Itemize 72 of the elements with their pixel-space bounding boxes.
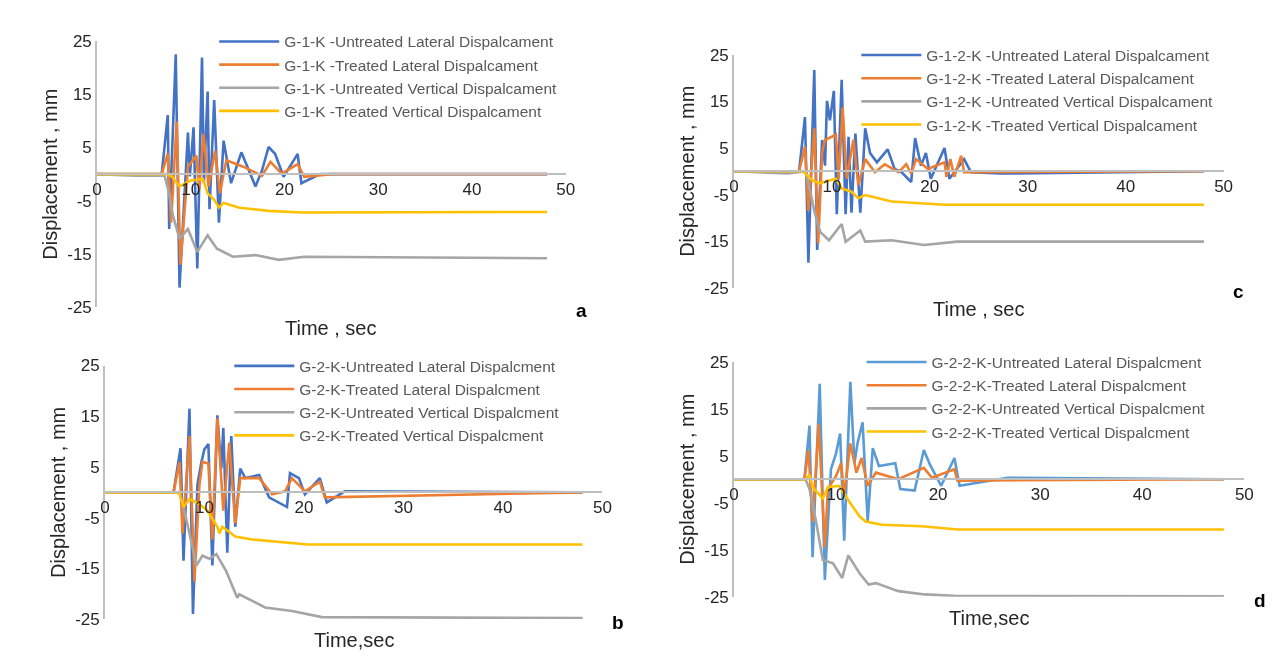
x-tick-label: 20 xyxy=(928,485,948,505)
x-tick-label: 20 xyxy=(275,180,294,200)
x-tick-label: 40 xyxy=(1132,485,1152,505)
legend-label: G-2-2-K-Treated Vertical Dispalcment xyxy=(931,423,1191,441)
x-tick-label: 40 xyxy=(462,180,482,200)
legend-label: G-1-K -Treated Lateral Dispalcament xyxy=(284,56,539,74)
x-tick-label: 30 xyxy=(393,498,413,518)
y-tick-label: -25 xyxy=(75,610,100,630)
legend-label: G-1-2-K -Untreated Lateral Dispalcament xyxy=(926,47,1210,65)
y-tick-label: 5 xyxy=(719,138,729,158)
x-tick-label: 0 xyxy=(729,485,739,505)
y-tick-label: -15 xyxy=(75,559,100,579)
y-tick-label: -5 xyxy=(84,508,100,528)
y-tick-label: -25 xyxy=(704,587,729,607)
y-tick-label: 5 xyxy=(90,457,100,477)
legend-label: G-2-K-Untreated Vertical Dispalcment xyxy=(299,404,560,422)
text: a xyxy=(576,300,587,321)
y-tick-label: 25 xyxy=(709,45,729,65)
y-tick-label: 25 xyxy=(80,356,100,376)
y-axis-title: Displacement , mm xyxy=(676,393,699,565)
y-tick-label: 15 xyxy=(80,407,100,427)
x-axis-title: Time,sec xyxy=(949,607,1030,629)
x-tick-label: 40 xyxy=(493,498,513,518)
y-axis-title: Displacement , mm xyxy=(47,406,70,578)
x-tick-label: 0 xyxy=(100,498,110,518)
y-tick-label: -25 xyxy=(704,278,729,298)
y-axis-title: Displacement , mm xyxy=(39,88,62,260)
x-tick-label: 20 xyxy=(920,177,940,197)
x-tick-label: 50 xyxy=(556,180,576,200)
y-tick-label: -15 xyxy=(704,540,729,560)
legend-label: G-1-K -Untreated Lateral Dispalcament xyxy=(284,33,554,51)
y-tick-label: 15 xyxy=(709,399,729,419)
x-tick-label: 30 xyxy=(1018,177,1038,197)
x-tick-label: 30 xyxy=(368,180,388,200)
x-tick-label: 20 xyxy=(294,498,314,518)
y-tick-label: 5 xyxy=(82,138,92,158)
text: c xyxy=(1233,281,1244,302)
y-tick-label: -15 xyxy=(67,244,92,264)
y-tick-label: -5 xyxy=(713,185,729,205)
x-axis-title: Time , sec xyxy=(933,298,1025,320)
legend-label: G-1-K -Untreated Vertical Dispalcament xyxy=(284,79,558,97)
y-tick-label: 15 xyxy=(72,85,92,105)
legend-label: G-1-2-K -Treated Lateral Dispalcament xyxy=(926,70,1195,88)
x-axis-title: Time,sec xyxy=(314,629,395,651)
y-tick-label: 25 xyxy=(709,352,729,372)
y-axis-title: Displacement , mm xyxy=(676,85,699,257)
x-tick-label: 40 xyxy=(1116,177,1136,197)
y-tick-label: -5 xyxy=(713,493,729,513)
legend-label: G-2-K-Treated Lateral Dispalcment xyxy=(299,381,541,399)
text: b xyxy=(612,612,624,633)
y-tick-label: -15 xyxy=(704,232,729,252)
y-tick-label: 5 xyxy=(719,446,729,466)
text: d xyxy=(1254,590,1266,611)
y-tick-label: 15 xyxy=(709,92,729,112)
x-tick-label: 0 xyxy=(92,180,102,200)
y-tick-label: 25 xyxy=(72,32,92,52)
y-tick-label: -25 xyxy=(67,298,92,318)
legend-label: G-2-K-Untreated Lateral Dispalcment xyxy=(299,357,556,375)
x-tick-label: 30 xyxy=(1030,485,1050,505)
x-tick-label: 50 xyxy=(1214,177,1234,197)
y-tick-label: -5 xyxy=(76,191,92,211)
x-tick-label: 0 xyxy=(729,177,739,197)
legend-label: G-2-2-K-Treated Lateral Dispalcment xyxy=(931,377,1187,395)
legend-label: G-2-K-Treated Vertical Dispalcment xyxy=(299,427,545,445)
legend-label: G-2-2-K-Untreated Vertical Dispalcment xyxy=(931,400,1206,418)
legend-label: G-1-K -Treated Vertical Dispalcament xyxy=(284,102,542,120)
legend-label: G-2-2-K-Untreated Lateral Dispalcment xyxy=(931,354,1202,372)
legend-label: G-1-2-K -Treated Vertical Dispalcament xyxy=(926,116,1198,134)
x-tick-label: 50 xyxy=(592,498,612,518)
legend-label: G-1-2-K -Untreated Vertical Dispalcament xyxy=(926,93,1214,111)
x-tick-label: 50 xyxy=(1234,485,1254,505)
x-axis-title: Time , sec xyxy=(285,317,377,339)
